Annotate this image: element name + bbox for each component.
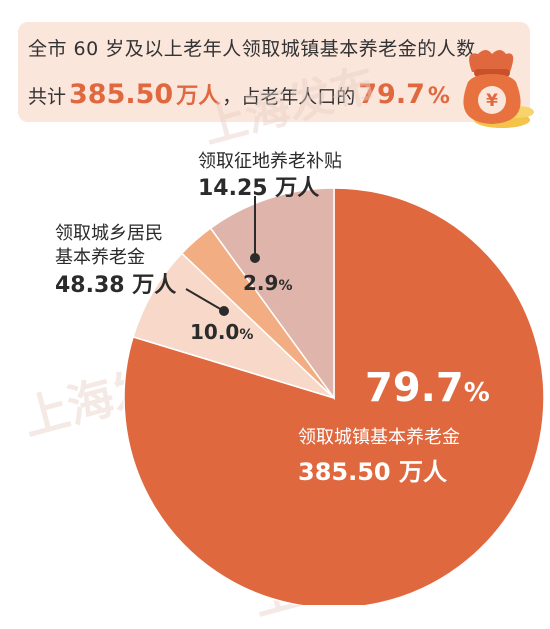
- rural-label-line2: 基本养老金: [55, 247, 145, 268]
- rural-percent-unit: %: [239, 327, 254, 343]
- summary-line-2: 共计 385.50 万人 ，占老年人口的 79.7 %: [28, 78, 452, 110]
- pie-slice-urban: [123, 187, 545, 605]
- share-value: 79.7: [358, 79, 425, 110]
- land-label: 领取征地养老补贴: [198, 151, 342, 172]
- rural-count: 48.38 万人: [55, 273, 177, 298]
- summary-line-1: 全市 60 岁及以上老年人领取城镇基本养老金的人数: [28, 38, 476, 60]
- land-percent-value: 2.9: [243, 271, 279, 295]
- money-bag-icon: ¥: [463, 50, 534, 128]
- svg-text:¥: ¥: [486, 91, 498, 111]
- rural-leader-dot: [219, 306, 229, 316]
- rural-percent: 10.0%: [190, 320, 253, 344]
- rural-label-line1: 领取城乡居民: [55, 223, 163, 244]
- total-unit: 万人: [176, 84, 221, 109]
- urban-percent-unit: %: [463, 378, 490, 408]
- rural-percent-value: 10.0: [190, 320, 240, 344]
- urban-label: 领取城镇基本养老金: [298, 427, 460, 448]
- pie-chart: [123, 187, 545, 605]
- summary-prefix: 共计: [28, 86, 67, 108]
- urban-percent-value: 79.7: [365, 365, 464, 411]
- pie-slice-other: [132, 252, 335, 399]
- summary-middle: ，占老年人口的: [222, 86, 356, 108]
- land-percent-unit: %: [278, 278, 293, 294]
- rural-leader-line: [185, 288, 223, 311]
- land-count: 14.25 万人: [198, 176, 320, 201]
- land-percent: 2.9%: [243, 271, 292, 295]
- pie-slice-rural: [209, 187, 335, 401]
- total-value: 385.50: [69, 79, 174, 110]
- urban-count: 385.50 万人: [298, 458, 447, 486]
- summary-banner: [18, 22, 530, 122]
- share-unit: %: [427, 84, 450, 109]
- urban-percent: 79.7%: [365, 365, 490, 411]
- land-leader-dot: [250, 253, 260, 263]
